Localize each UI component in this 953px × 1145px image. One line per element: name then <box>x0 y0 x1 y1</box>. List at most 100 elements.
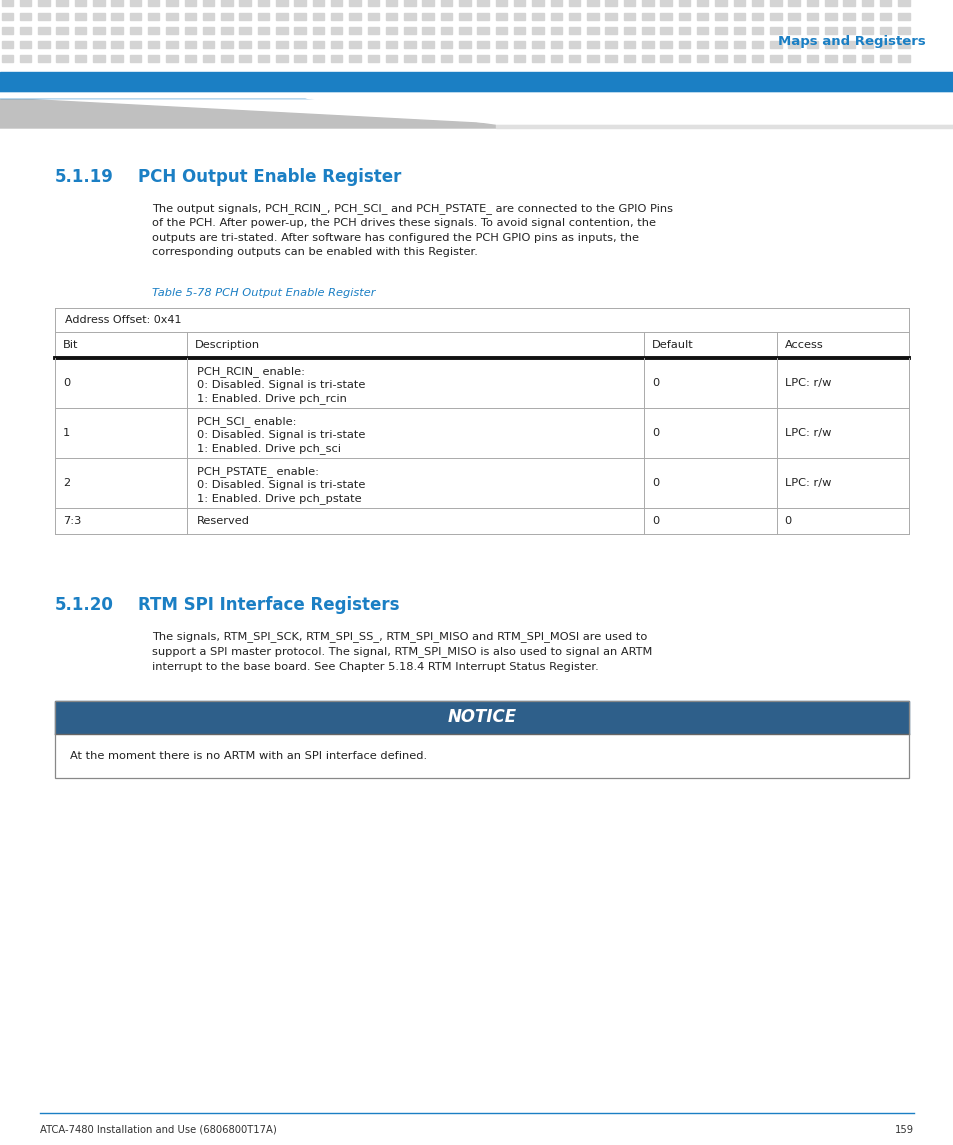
Bar <box>568 27 579 34</box>
Text: The output signals, PCH_RCIN_, PCH_SCI_ and PCH_PSTATE_ are connected to the GPI: The output signals, PCH_RCIN_, PCH_SCI_ … <box>152 203 672 258</box>
Bar <box>331 41 342 48</box>
Bar <box>221 41 233 48</box>
Bar <box>184 13 195 21</box>
Bar <box>294 0 306 6</box>
Bar <box>20 55 31 62</box>
Bar <box>861 27 872 34</box>
Bar <box>751 41 762 48</box>
Bar <box>74 41 86 48</box>
Bar <box>367 41 378 48</box>
Bar <box>861 55 872 62</box>
Bar <box>166 27 177 34</box>
Bar <box>824 0 836 6</box>
Bar <box>751 13 762 21</box>
Bar <box>404 27 416 34</box>
Bar <box>586 27 598 34</box>
Text: Reserved: Reserved <box>197 516 250 526</box>
Bar <box>733 55 744 62</box>
Bar <box>56 55 68 62</box>
Bar <box>824 41 836 48</box>
Bar <box>112 55 123 62</box>
Bar <box>861 0 872 6</box>
Bar <box>294 55 306 62</box>
Text: At the moment there is no ARTM with an SPI interface defined.: At the moment there is no ARTM with an S… <box>70 751 427 761</box>
Bar <box>458 0 470 6</box>
Bar <box>385 41 396 48</box>
Bar <box>495 55 507 62</box>
Text: Description: Description <box>195 340 260 350</box>
Bar <box>275 0 287 6</box>
Bar <box>568 41 579 48</box>
Bar <box>184 41 195 48</box>
Bar <box>678 27 689 34</box>
Polygon shape <box>0 93 953 124</box>
Bar <box>550 0 561 6</box>
Text: 5.1.19: 5.1.19 <box>55 168 113 185</box>
Bar <box>294 41 306 48</box>
Polygon shape <box>496 124 953 128</box>
Bar <box>257 55 269 62</box>
Text: ATCA-7480 Installation and Use (6806800T17A): ATCA-7480 Installation and Use (6806800T… <box>40 1126 276 1135</box>
Bar <box>659 13 671 21</box>
Text: Default: Default <box>652 340 693 350</box>
Text: LPC: r/w: LPC: r/w <box>783 378 830 388</box>
Bar <box>367 27 378 34</box>
Bar <box>514 0 525 6</box>
Text: LPC: r/w: LPC: r/w <box>783 428 830 439</box>
Bar <box>74 0 86 6</box>
Bar <box>787 27 799 34</box>
Bar <box>715 41 726 48</box>
Bar <box>586 41 598 48</box>
Bar <box>74 13 86 21</box>
Bar <box>751 55 762 62</box>
Bar <box>239 41 251 48</box>
Bar <box>733 13 744 21</box>
Bar <box>221 55 233 62</box>
Bar <box>495 41 507 48</box>
Bar <box>148 27 159 34</box>
Text: Bit: Bit <box>63 340 78 350</box>
Text: 0: Disabled. Signal is tri-state: 0: Disabled. Signal is tri-state <box>197 380 365 390</box>
Bar <box>879 55 890 62</box>
Bar <box>769 41 781 48</box>
Bar <box>331 0 342 6</box>
Bar <box>56 0 68 6</box>
Bar <box>239 0 251 6</box>
Bar <box>697 27 708 34</box>
Bar <box>842 13 854 21</box>
Bar <box>824 13 836 21</box>
Bar <box>824 27 836 34</box>
Bar <box>659 0 671 6</box>
Bar <box>275 55 287 62</box>
Text: 1: Enabled. Drive pch_pstate: 1: Enabled. Drive pch_pstate <box>197 493 361 504</box>
Bar <box>715 55 726 62</box>
Bar <box>313 55 324 62</box>
Text: 0: 0 <box>652 428 659 439</box>
Bar <box>404 0 416 6</box>
Text: Maps and Registers: Maps and Registers <box>778 34 925 47</box>
Bar <box>257 41 269 48</box>
Bar <box>184 55 195 62</box>
Bar <box>130 55 141 62</box>
Text: 0: 0 <box>652 477 659 488</box>
Bar <box>148 0 159 6</box>
Bar <box>842 27 854 34</box>
Bar <box>404 41 416 48</box>
Bar <box>404 13 416 21</box>
Bar <box>733 41 744 48</box>
Bar <box>641 0 653 6</box>
Bar <box>514 27 525 34</box>
Bar <box>879 27 890 34</box>
Text: 5.1.20: 5.1.20 <box>55 597 113 614</box>
Text: Address Offset: 0x41: Address Offset: 0x41 <box>65 315 181 325</box>
Bar <box>605 41 617 48</box>
Bar <box>568 0 579 6</box>
Bar <box>349 0 360 6</box>
Bar <box>2 55 13 62</box>
Bar <box>385 0 396 6</box>
Bar <box>38 13 50 21</box>
Bar <box>550 55 561 62</box>
Bar <box>678 41 689 48</box>
Bar <box>313 41 324 48</box>
Bar <box>385 55 396 62</box>
